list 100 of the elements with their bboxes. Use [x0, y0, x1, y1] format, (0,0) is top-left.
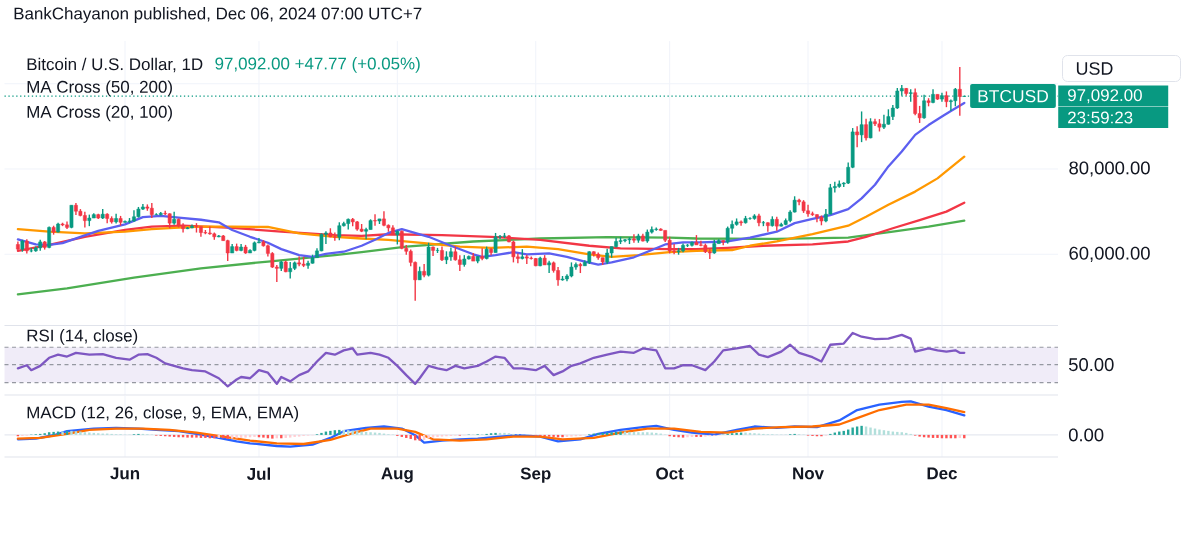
bar: [735, 432, 738, 435]
bar: [936, 434, 939, 438]
candlestick: [480, 247, 485, 261]
y-axis-title: USD: [1076, 62, 1113, 75]
bar: [190, 434, 194, 438]
bar: [88, 432, 91, 435]
bar: [195, 434, 198, 438]
bar: [900, 432, 903, 435]
bar: [52, 431, 55, 435]
bar: [628, 431, 631, 435]
bar: [79, 431, 82, 435]
bar: [887, 430, 890, 435]
x-tick-label: Jun: [110, 467, 140, 480]
bar: [494, 432, 497, 435]
annotation: MA Cross (20, 100): [27, 105, 172, 122]
bar: [431, 434, 435, 438]
bar: [235, 434, 238, 439]
candlestick: [868, 117, 873, 139]
chart-title: MACD (12, 26, close, 9, EMA, EMA): [27, 406, 299, 422]
bar: [851, 427, 854, 435]
bar: [436, 434, 439, 437]
candlestick: [511, 239, 516, 264]
bar: [552, 434, 555, 437]
bar: [204, 434, 207, 438]
text: BankChayanon published, Dec 06, 2024 07:00 UTC+7: [14, 7, 422, 23]
bar: [610, 432, 613, 435]
candlestick: [957, 66, 962, 117]
annotation: BTCUSD: [978, 89, 1048, 103]
candlestick: [373, 213, 377, 227]
text: 97,092.00 +47.77 (+0.05%): [215, 57, 420, 73]
bar: [860, 425, 863, 435]
bar: [927, 434, 930, 438]
annotation: MA Cross (50, 200): [27, 80, 172, 97]
x-tick-label: Oct: [656, 467, 684, 480]
text: 23:59:23: [1068, 111, 1133, 124]
bar: [320, 432, 323, 435]
bar: [333, 430, 337, 435]
candlestick: [493, 232, 498, 254]
bar: [271, 434, 274, 439]
bar: [744, 432, 747, 435]
bar: [686, 434, 689, 438]
bar: [293, 434, 296, 437]
bar: [418, 434, 421, 441]
y-tick-label: 60,000.00: [1069, 246, 1150, 262]
candlestick: [913, 87, 918, 116]
chart-title: RSI (14, close): [27, 329, 138, 345]
bar: [619, 431, 622, 435]
text: Bitcoin / U.S. Dollar, 1D: [27, 57, 203, 73]
candlestick: [547, 259, 551, 274]
candlestick: [864, 117, 868, 142]
bar: [945, 434, 948, 439]
bar: [882, 430, 886, 435]
bar: [869, 427, 872, 435]
bar: [253, 434, 256, 437]
bar: [70, 430, 73, 435]
x-tick-label: Jul: [246, 467, 270, 480]
bar: [503, 432, 506, 435]
bar: [695, 434, 698, 437]
bar: [83, 432, 87, 435]
bar: [646, 432, 649, 435]
line-series: [16, 219, 966, 296]
bar: [351, 430, 354, 435]
bar: [329, 430, 332, 435]
bar: [641, 432, 645, 435]
line-series: [16, 101, 966, 266]
bar: [878, 429, 881, 435]
bar: [244, 434, 247, 438]
bar: [681, 434, 685, 438]
bar: [213, 434, 216, 439]
ref-line-label: 97,092.00: [1068, 89, 1142, 104]
bar: [186, 434, 189, 438]
bar: [378, 432, 381, 435]
bar: [369, 432, 372, 435]
bar: [954, 434, 957, 439]
bar: [61, 431, 64, 435]
x-tick-label: Sep: [520, 467, 551, 483]
candlestick: [332, 231, 337, 242]
bar: [677, 434, 680, 438]
y-tick-label: 80,000.00: [1069, 161, 1150, 177]
bar: [601, 432, 604, 435]
bar: [262, 434, 265, 438]
bar: [896, 431, 899, 435]
ref-line-label: 0.00: [1068, 428, 1104, 442]
bar: [427, 434, 430, 439]
candlestick: [855, 125, 859, 148]
bar: [637, 432, 640, 435]
x-tick-label: Aug: [381, 467, 413, 483]
candlestick: [859, 110, 864, 143]
bar: [177, 434, 180, 438]
bar: [347, 430, 350, 435]
bar: [561, 434, 564, 438]
bar: [360, 431, 363, 435]
candlestick: [457, 254, 462, 272]
x-tick-label: Nov: [793, 467, 824, 480]
bar: [47, 432, 51, 435]
x-tick-label: Dec: [927, 467, 957, 480]
text: 50.00: [1068, 358, 1114, 372]
candlestick: [766, 221, 770, 233]
bar: [338, 429, 341, 435]
candlestick: [632, 233, 636, 244]
